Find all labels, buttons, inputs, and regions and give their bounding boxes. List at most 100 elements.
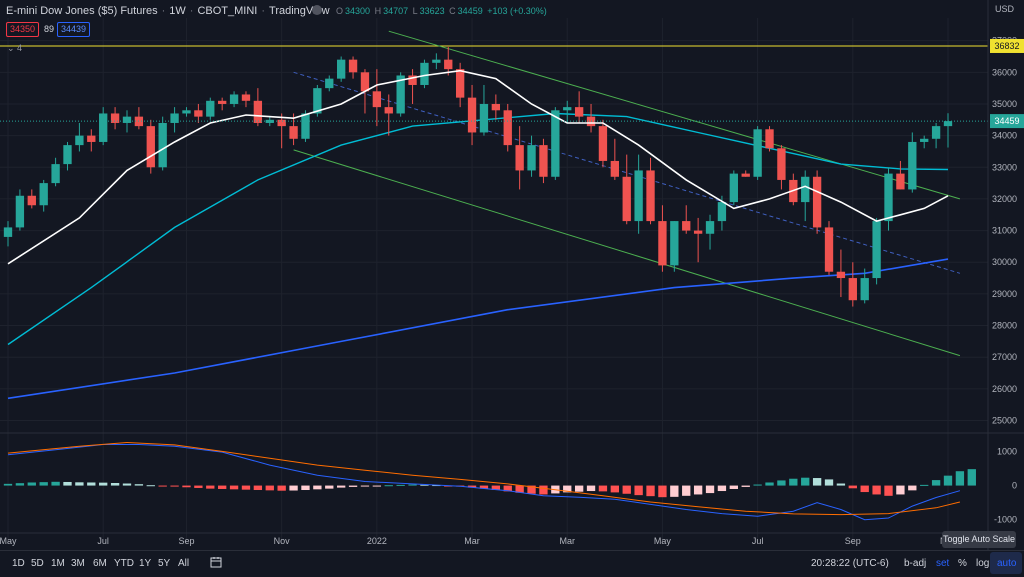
macd-histogram-bar: [634, 485, 643, 496]
scale-option-b-adj[interactable]: b-adj: [904, 558, 927, 569]
candle-body: [931, 126, 941, 139]
macd-histogram-bar: [75, 482, 84, 486]
candle-body: [146, 126, 155, 168]
candle-body: [51, 164, 60, 184]
candle-body: [884, 173, 893, 222]
macd-histogram-bar: [539, 485, 548, 495]
buy-button[interactable]: 34439: [57, 22, 91, 37]
macd-histogram-bar: [51, 481, 60, 486]
candle-body: [337, 59, 346, 79]
price-pane[interactable]: [0, 30, 988, 400]
macd-histogram-bar: [670, 485, 679, 497]
macd-histogram-bar: [812, 478, 822, 486]
indicators-count: 4: [17, 43, 23, 53]
candle-body: [87, 135, 96, 142]
candle-body: [110, 113, 120, 123]
timeframe-5d[interactable]: 5D: [31, 558, 44, 569]
macd-histogram-bar: [134, 484, 144, 486]
macd-histogram-bar: [765, 482, 774, 486]
scale-option-percent[interactable]: %: [958, 558, 967, 569]
time-tick-label: Jul: [752, 536, 764, 546]
calendar-icon[interactable]: [210, 556, 222, 568]
macd-histogram-bar: [206, 485, 215, 489]
macd-histogram-bar: [931, 480, 941, 486]
macd-histogram-bar: [753, 484, 762, 486]
candle-body: [420, 62, 429, 85]
macd-histogram-bar: [741, 485, 750, 487]
macd-histogram-bar: [467, 485, 477, 488]
candle-body: [253, 100, 263, 123]
macd-histogram-bar: [860, 485, 869, 493]
candle-body: [527, 145, 536, 171]
candle-body: [836, 271, 846, 279]
candle-body: [75, 135, 84, 146]
candle-body: [824, 227, 834, 272]
macd-histogram-bar: [896, 485, 905, 495]
timeframe-ytd[interactable]: YTD: [114, 558, 134, 569]
price-tick-label: 35000: [992, 99, 1017, 109]
candle-body: [206, 100, 215, 117]
symbol-title[interactable]: E-mini Dow Jones ($5) Futures: [6, 5, 158, 17]
macd-histogram-bar: [15, 483, 25, 486]
candle-body: [551, 110, 560, 177]
macd-pane[interactable]: [3, 441, 976, 521]
hline-price-label: 36832: [994, 41, 1019, 51]
scale-option-set[interactable]: set: [936, 558, 950, 569]
price-tick-label: 28000: [992, 321, 1017, 331]
macd-tick-label: 1000: [997, 446, 1017, 456]
candle-body: [384, 107, 393, 114]
candle-body: [515, 145, 524, 171]
scale-option-auto[interactable]: auto: [997, 558, 1017, 569]
candle-body: [63, 145, 72, 165]
candle-body: [218, 100, 227, 104]
timeframe-6m[interactable]: 6M: [93, 558, 107, 569]
signal-line: [7, 441, 961, 516]
candle-body: [801, 176, 810, 203]
candle-body: [289, 126, 298, 139]
candle-body: [325, 78, 334, 89]
interval-label[interactable]: 1W: [169, 5, 186, 17]
candle-body: [622, 176, 631, 222]
price-tick-label: 27000: [992, 352, 1017, 362]
sell-button[interactable]: 34350: [6, 22, 40, 37]
macd-histogram-bar: [527, 485, 536, 494]
price-tick-label: 31000: [992, 226, 1017, 236]
macd-tick-label: -1000: [994, 515, 1017, 525]
candle-body: [372, 91, 382, 108]
currency-label[interactable]: USD: [995, 4, 1015, 14]
indicators-toggle[interactable]: ⌄ 4: [7, 43, 23, 53]
sma20-line: [7, 69, 949, 265]
timeframe-5y[interactable]: 5Y: [158, 558, 171, 569]
macd-histogram-bar: [610, 485, 619, 493]
scale-option-log[interactable]: log: [976, 558, 990, 569]
macd-histogram-bar: [170, 485, 179, 487]
candle-body: [920, 138, 929, 142]
macd-histogram-bar: [241, 485, 251, 490]
macd-histogram-bar: [27, 482, 36, 486]
candle-body: [360, 72, 370, 92]
macd-line: [7, 444, 961, 521]
macd-histogram-bar: [396, 484, 405, 486]
macd-histogram-bar: [586, 485, 596, 492]
macd-histogram-bar: [789, 478, 798, 486]
macd-histogram-bar: [384, 485, 393, 487]
candle-body: [444, 59, 453, 70]
timeframe-all[interactable]: All: [178, 558, 190, 569]
market-status-icon[interactable]: [312, 5, 322, 15]
timeframe-1d[interactable]: 1D: [12, 558, 25, 569]
macd-histogram-bar: [646, 485, 655, 497]
channel-upper-line: [388, 30, 961, 200]
macd-histogram-bar: [348, 485, 358, 487]
clock-timezone[interactable]: 20:28:22 (UTC-6): [811, 558, 889, 569]
timeframe-1y[interactable]: 1Y: [139, 558, 152, 569]
sma50-line: [7, 112, 949, 346]
price-tick-label: 29000: [992, 289, 1017, 299]
candle-body: [574, 107, 584, 117]
macd-histogram-bar: [682, 485, 691, 496]
candle-body: [598, 126, 608, 161]
macd-histogram-bar: [3, 483, 13, 486]
timeframe-3m[interactable]: 3M: [71, 558, 85, 569]
exchange-label: CBOT_MINI: [197, 5, 258, 17]
timeframe-1m[interactable]: 1M: [51, 558, 65, 569]
